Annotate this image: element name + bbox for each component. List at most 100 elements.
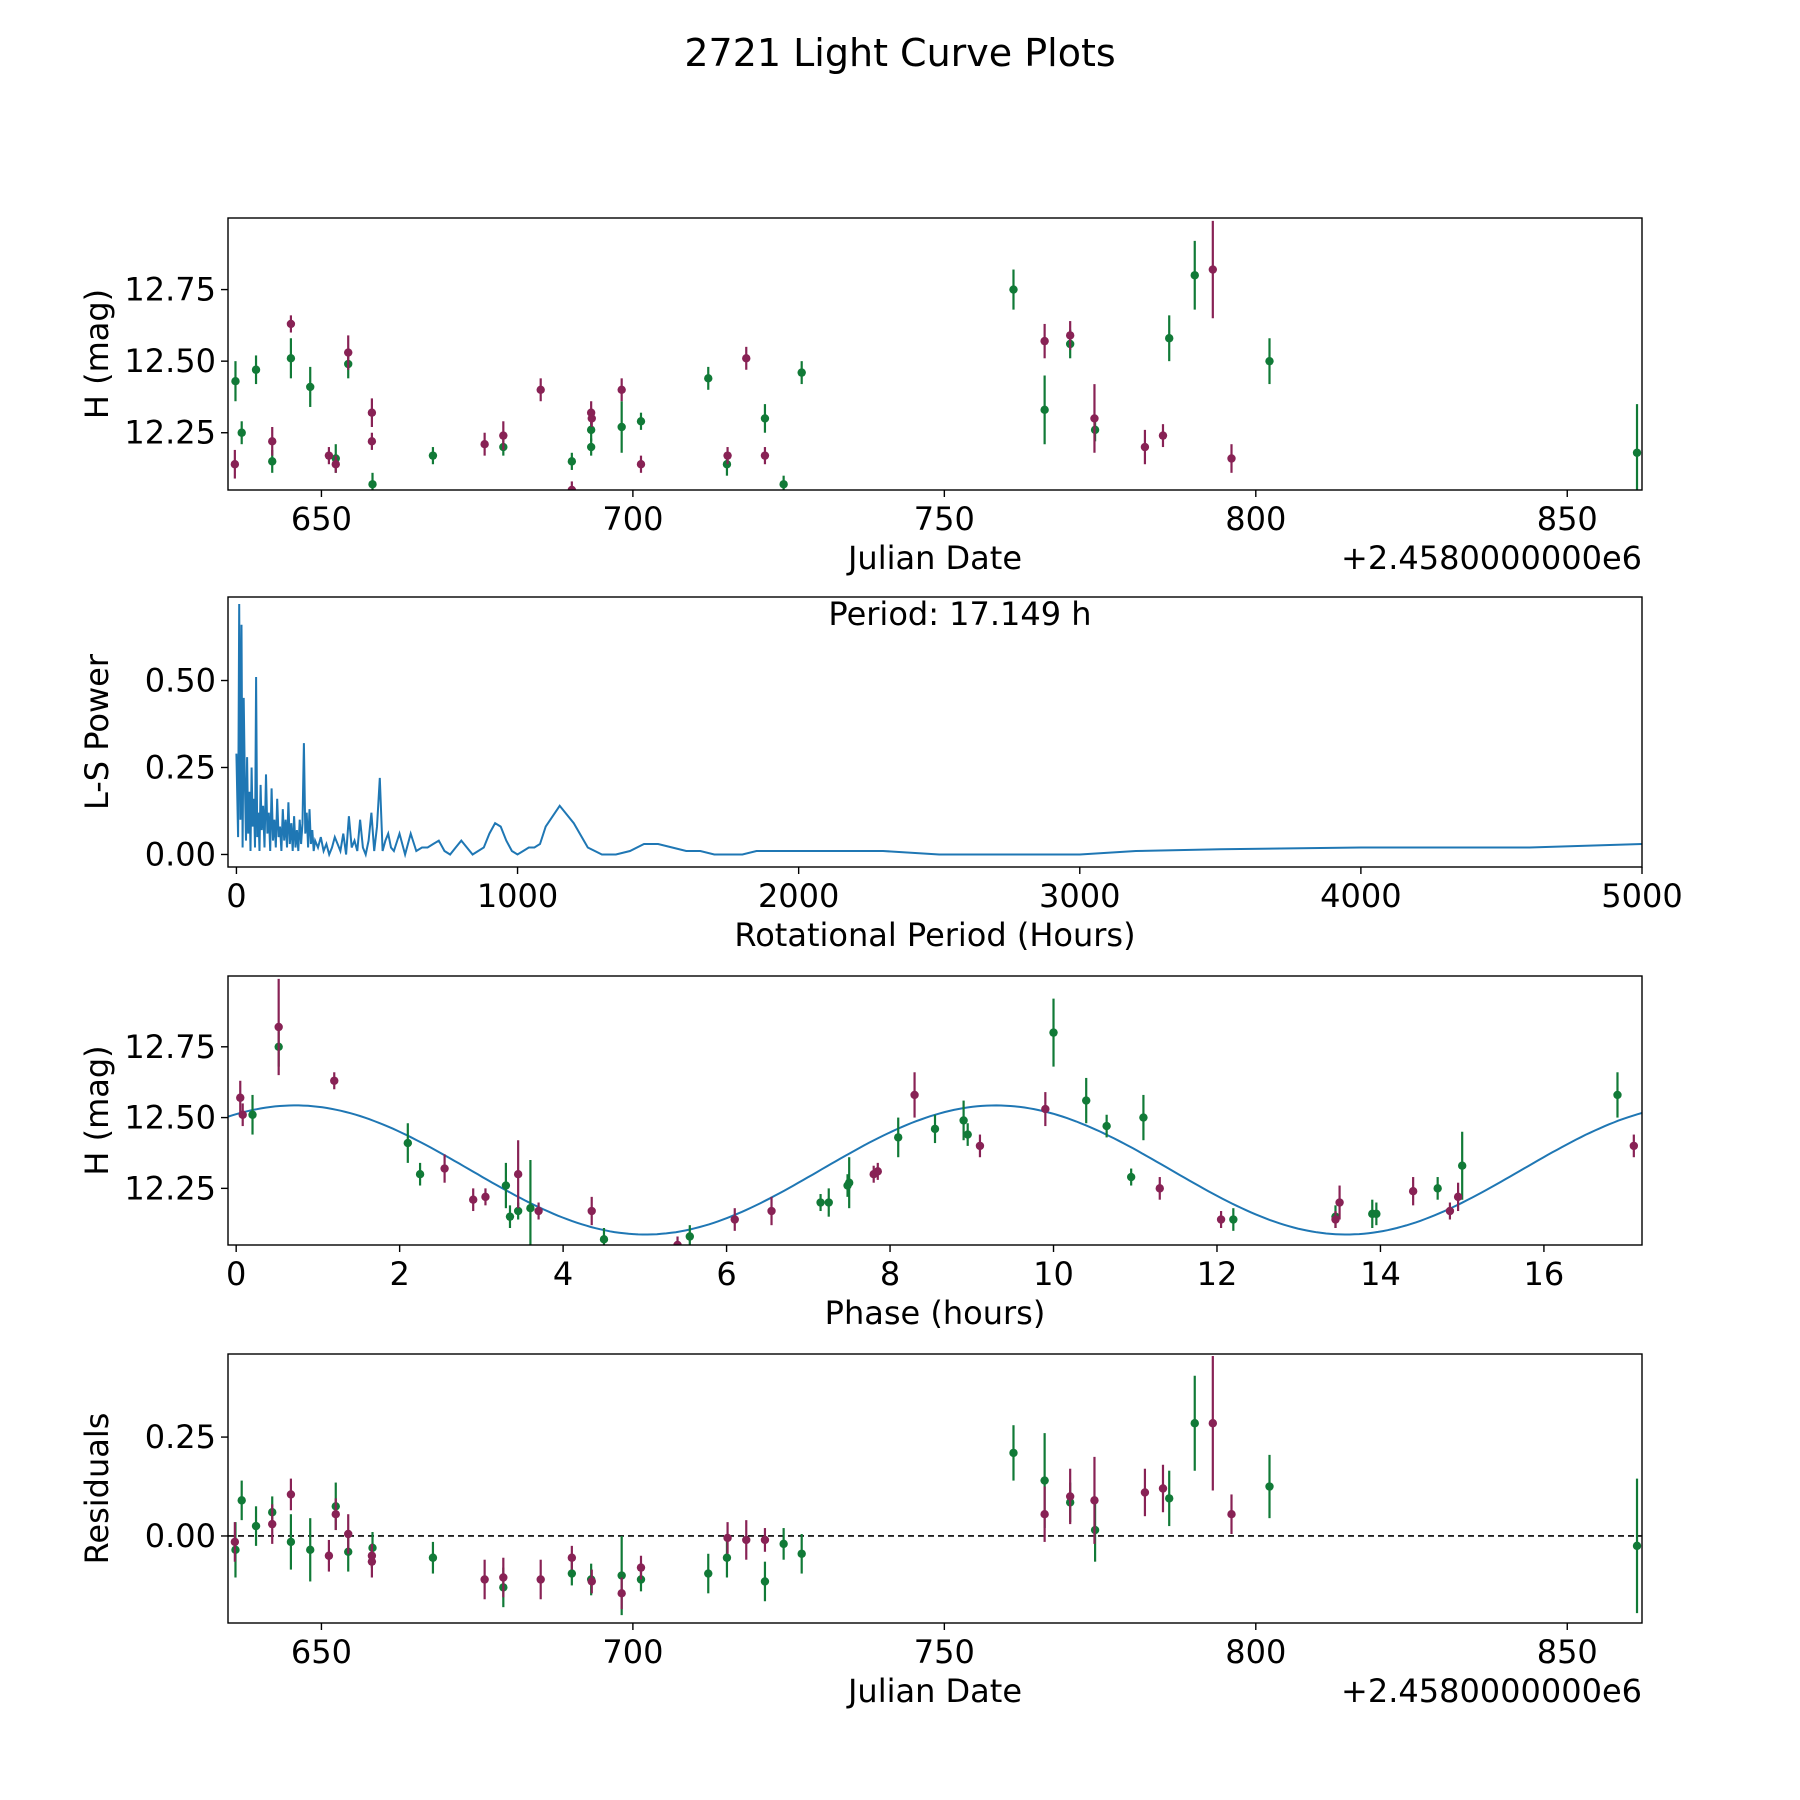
data-point-green [599,1235,609,1244]
data-point-purple [1208,265,1218,274]
axes-frame [227,596,1643,868]
plot-area [230,220,1642,490]
data-point-green [1190,1419,1199,1428]
data-point-purple [673,1240,682,1245]
data-point-green [526,1203,535,1213]
data-point-purple [1155,1184,1164,1193]
data-point-purple [742,1535,751,1545]
panel-residuals: 650 700 750 800 850 0.00 0.25 Julian Date Residu… [78,1353,1643,1710]
data-point-purple [1331,1215,1340,1224]
data-point-purple [587,1577,596,1586]
data-point-purple [975,1141,985,1151]
x-tick-label: 750 [914,500,975,538]
data-point-green [1040,1476,1049,1485]
y-tick-label: 0.00 [145,1517,216,1555]
data-point-green [959,1116,968,1125]
data-point-green [704,374,713,383]
data-point-purple [567,1553,577,1562]
data-point-purple [723,451,732,460]
x-tick-label: 800 [1225,1633,1286,1671]
data-point-purple [1158,1484,1168,1493]
data-point-green [306,1545,315,1555]
data-point-green [251,365,261,374]
x-offset-label: +2.4580000000e6 [1341,539,1642,577]
data-point-green [779,1539,788,1549]
x-tick-label: 0 [226,877,246,915]
y-axis-label: Residuals [78,1413,116,1565]
data-point-purple [1158,431,1168,440]
data-point-purple [723,1533,732,1543]
data-point-purple [760,451,770,460]
data-point-green [248,1110,257,1119]
data-point-purple [1040,1510,1049,1519]
data-point-purple [1335,1198,1344,1207]
data-point-green [505,1212,515,1221]
x-axis-label: Rotational Period (Hours) [734,916,1135,954]
data-point-green [1265,1482,1274,1491]
data-point-green [704,1569,713,1578]
axes-frame [227,217,1643,491]
data-point-purple [230,1537,240,1547]
x-tick-label: 2000 [758,877,839,915]
x-tick-label: 1000 [477,877,558,915]
panel-light-curve: 650 700 750 800 850 12.25 12.50 12.75 Julian Dat… [78,217,1643,577]
y-tick-label: 12.25 [124,1169,216,1207]
x-axis-label: Julian Date [846,539,1022,577]
data-point-green [1190,271,1199,280]
x-axis-label: Phase (hours) [825,1294,1046,1332]
data-point-green [1632,1541,1642,1551]
data-point-green [636,417,646,426]
x-offset-label: +2.4580000000e6 [1341,1672,1642,1710]
data-point-green [760,414,770,423]
data-point-purple [286,1490,296,1499]
data-point-purple [330,1076,339,1085]
plot-area [235,603,1642,859]
data-point-purple [1041,1104,1050,1114]
x-tick-label: 14 [1360,1255,1401,1293]
data-point-purple [268,1519,277,1529]
axes-frame [227,1353,1643,1624]
x-tick-label: 700 [602,1633,663,1671]
data-point-purple [481,1192,490,1202]
data-point-green [586,425,596,435]
y-tick-label: 0.50 [145,662,216,700]
data-point-green [1049,1028,1058,1037]
data-point-purple [499,431,508,440]
data-point-purple [617,385,626,394]
data-point-purple [513,1170,523,1179]
data-point-green [403,1138,413,1148]
data-point-purple [1216,1215,1226,1224]
data-point-green [760,1577,770,1586]
x-tick-label: 750 [914,1633,975,1671]
data-point-purple [1140,1488,1150,1497]
data-point-green [1082,1096,1091,1105]
data-point-purple [1065,1492,1075,1501]
x-tick-label: 800 [1225,500,1286,538]
data-point-green [1457,1161,1467,1170]
x-tick-label: 850 [1537,1633,1598,1671]
data-point-purple [238,1110,247,1119]
x-tick-label: 10 [1033,1255,1074,1293]
x-tick-label: 4 [553,1255,573,1293]
data-point-green [231,377,240,386]
y-tick-label: 0.00 [145,835,216,873]
data-point-purple [324,451,334,460]
data-point-purple [1227,454,1236,463]
data-point-green [685,1232,694,1241]
y-axis-label: H (mag) [78,289,116,419]
data-point-purple [367,408,377,417]
data-point-purple [344,1529,353,1539]
data-point-purple [730,1215,739,1224]
data-point-purple [1090,414,1099,423]
data-point-green [1632,448,1642,457]
data-point-purple [331,1510,340,1519]
data-point-green [617,1571,626,1580]
data-point-green [513,1206,523,1216]
x-tick-label: 16 [1524,1255,1565,1293]
y-tick-label: 0.25 [145,748,216,786]
data-point-purple [367,1551,377,1560]
data-point-purple [286,319,296,329]
data-point-green [237,1496,246,1505]
